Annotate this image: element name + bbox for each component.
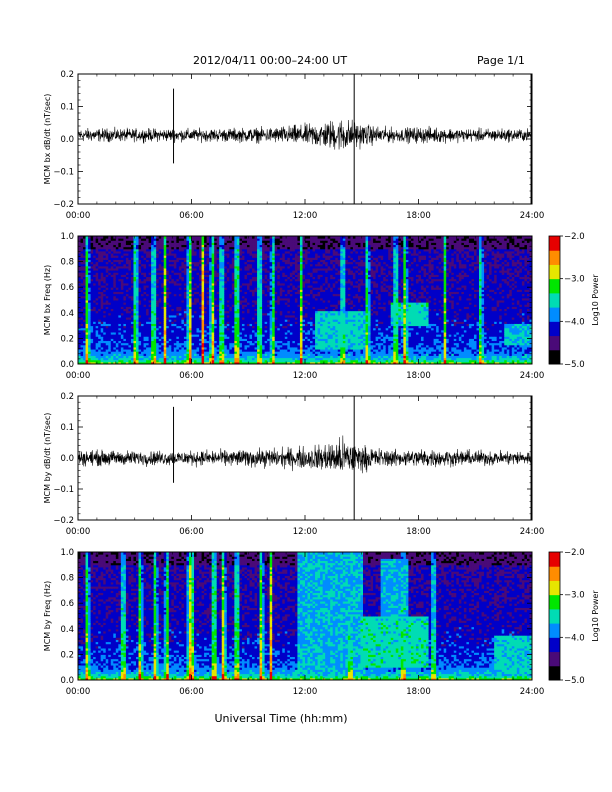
x-tick-label: 12:00 (293, 371, 318, 381)
colorbar-tick-label: −2.0 (564, 548, 585, 558)
y-tick-label: 0.1 (60, 103, 74, 113)
x-tick-label: 18:00 (406, 527, 431, 537)
x-tick-label: 18:00 (406, 371, 431, 381)
colorbar-label: Log10 Power (591, 590, 600, 642)
y-tick-label: −0.1 (53, 485, 74, 495)
colorbar-tick-label: −4.0 (564, 633, 585, 643)
signal-trace (77, 119, 533, 150)
y-tick-label: 0.2 (60, 650, 74, 660)
y-tick-label: 0.0 (60, 454, 74, 464)
y-tick-label: 0.6 (60, 283, 74, 293)
y-tick-label: 0.0 (60, 135, 74, 145)
panel-bx-dbdt: 0.2 0.1 0.0 −0.1 −0.200:00 06:00 12:00 18:00 24:… (43, 70, 544, 221)
y-tick-label: 0.6 (60, 599, 74, 609)
x-tick-label: 24:00 (520, 371, 545, 381)
x-tick-label: 06:00 (179, 371, 204, 381)
y-tick-label: 0.0 (60, 676, 74, 686)
signal-trace (77, 435, 533, 474)
y-tick-label: 0.0 (60, 360, 74, 370)
x-tick-label: 24:00 (520, 687, 545, 697)
colorbar-tick-label: −3.0 (564, 591, 585, 601)
y-axis-label: MCM bx Freq (Hz) (43, 265, 52, 335)
colorbar: −2.0 −3.0 −4.0 −5.0 Log10 Power (548, 232, 600, 370)
x-tick-label: 06:00 (179, 527, 204, 537)
colorbar-label: Log10 Power (591, 274, 600, 326)
spectrogram-cells (78, 236, 533, 365)
colorbar-tick-label: −5.0 (564, 676, 585, 686)
x-tick-label: 12:00 (293, 211, 318, 221)
y-tick-label: 0.1 (60, 423, 74, 433)
colorbar: −2.0 −3.0 −4.0 −5.0 Log10 Power (548, 548, 600, 686)
panel-by-dbdt: 0.2 0.1 0.0 −0.1 −0.200:00 06:00 12:00 18:00 24:… (43, 392, 544, 537)
y-tick-label: −0.1 (53, 168, 74, 178)
panel-by-spectrogram: −2.0 −3.0 −4.0 −5.0 Log10 Power 1.0 0.8 0.6 0.4 0… (43, 548, 600, 697)
colorbar-tick-label: −3.0 (564, 275, 585, 285)
y-tick-label: 0.8 (60, 574, 74, 584)
y-tick-label: 0.2 (60, 70, 74, 80)
y-tick-label: 0.8 (60, 258, 74, 268)
y-tick-label: 0.4 (60, 309, 74, 319)
colorbar-tick-label: −2.0 (564, 232, 585, 242)
y-axis-label: MCM by Freq (Hz) (43, 581, 52, 651)
x-tick-label: 00:00 (66, 527, 91, 537)
panel-bx-spectrogram: −2.0 −3.0 −4.0 −5.0 Log10 Power 1.0 0.8 0.6 0.4 0… (43, 232, 600, 381)
x-tick-label: 12:00 (293, 527, 318, 537)
x-tick-label: 00:00 (66, 211, 91, 221)
x-tick-label: 00:00 (66, 371, 91, 381)
colorbar-tick-label: −5.0 (564, 360, 585, 370)
x-tick-label: 00:00 (66, 687, 91, 697)
y-tick-label: 0.2 (60, 334, 74, 344)
header-date-range: 2012/04/11 00:00–24:00 UT (193, 54, 347, 67)
spectrogram-cells (78, 552, 533, 681)
colorbar-tick-label: −4.0 (564, 317, 585, 327)
y-axis-label: MCM by dB/dt (nT/sec) (43, 413, 52, 504)
x-tick-label: 24:00 (520, 527, 545, 537)
x-tick-label: 12:00 (293, 687, 318, 697)
y-tick-label: 0.2 (60, 392, 74, 402)
header-page: Page 1/1 (477, 54, 525, 67)
y-tick-label: 1.0 (60, 232, 74, 242)
x-tick-label: 18:00 (406, 211, 431, 221)
x-tick-label: 18:00 (406, 687, 431, 697)
x-tick-label: 06:00 (179, 211, 204, 221)
y-tick-label: −0.2 (53, 516, 74, 526)
y-axis-label: MCM bx dB/dt (nT/sec) (43, 94, 52, 185)
x-tick-label: 06:00 (179, 687, 204, 697)
y-tick-label: 1.0 (60, 548, 74, 558)
x-tick-label: 24:00 (520, 211, 545, 221)
y-tick-label: 0.4 (60, 625, 74, 635)
x-axis-title: Universal Time (hh:mm) (215, 712, 348, 725)
y-tick-label: −0.2 (53, 200, 74, 210)
